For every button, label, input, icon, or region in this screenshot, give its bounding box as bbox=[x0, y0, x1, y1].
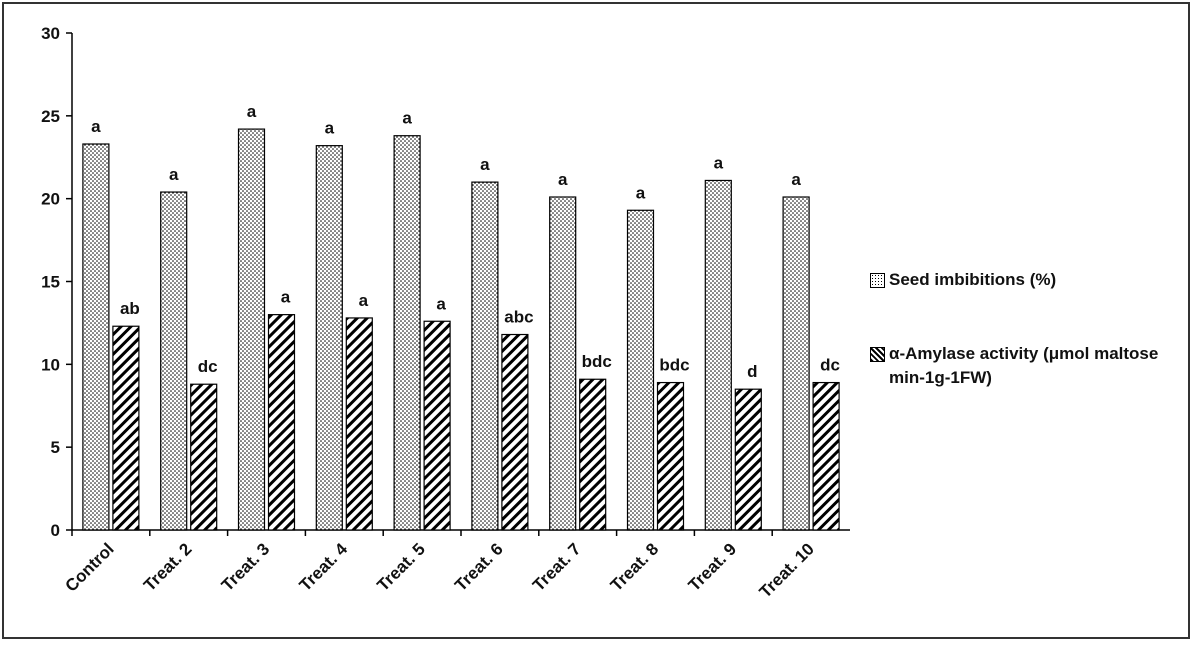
x-tick-label: Treat. 9 bbox=[685, 539, 741, 595]
bar-letter: a bbox=[558, 170, 568, 189]
bar-letter: a bbox=[359, 291, 369, 310]
bar bbox=[658, 383, 684, 530]
page: 0 5 10 15 20 25 30 Control a ab Treat. 2 a dc Treat. … bbox=[0, 0, 1192, 641]
y-tick-label: 5 bbox=[51, 438, 60, 457]
bar-letter: a bbox=[402, 109, 412, 128]
bar bbox=[316, 146, 342, 530]
x-tick-label: Treat. 10 bbox=[756, 539, 818, 601]
x-tick-label: Treat. 8 bbox=[607, 539, 663, 595]
bar bbox=[346, 318, 372, 530]
legend-swatch bbox=[870, 273, 885, 288]
bar-letter: a bbox=[714, 153, 724, 172]
bar-letter: d bbox=[747, 362, 757, 381]
bar bbox=[113, 326, 139, 530]
y-tick-label: 25 bbox=[41, 107, 60, 126]
legend-entry: α-Amylase activity (μmol maltose min-1g-… bbox=[870, 342, 1170, 390]
bar bbox=[191, 384, 217, 530]
x-tick-label: Treat. 5 bbox=[373, 539, 429, 595]
bar-letter: bdc bbox=[582, 352, 612, 371]
x-tick-label: Treat. 7 bbox=[529, 539, 585, 595]
bar bbox=[502, 335, 528, 530]
bar bbox=[472, 182, 498, 530]
bar-letter: a bbox=[791, 170, 801, 189]
x-tick-label: Treat. 2 bbox=[140, 539, 196, 595]
bar bbox=[394, 136, 420, 530]
bar-letter: bdc bbox=[659, 356, 689, 375]
bar bbox=[580, 379, 606, 530]
bar bbox=[813, 383, 839, 530]
bar-letter: a bbox=[169, 165, 179, 184]
bar-letter: abc bbox=[504, 308, 533, 327]
bar-letter: a bbox=[281, 288, 291, 307]
bar bbox=[161, 192, 187, 530]
legend-label: Seed imbibitions (%) bbox=[889, 268, 1056, 292]
x-tick-label: Treat. 6 bbox=[451, 539, 507, 595]
bar bbox=[628, 210, 654, 530]
legend-entry: Seed imbibitions (%) bbox=[870, 268, 1170, 292]
chart: 0 5 10 15 20 25 30 Control a ab Treat. 2 a dc Treat. … bbox=[0, 0, 1192, 641]
bar-letter: a bbox=[247, 102, 257, 121]
bar bbox=[239, 129, 265, 530]
bar bbox=[550, 197, 576, 530]
bar-letter: a bbox=[636, 183, 646, 202]
y-tick-label: 15 bbox=[41, 273, 60, 292]
x-tick-label: Control bbox=[62, 539, 118, 595]
y-tick-label: 30 bbox=[41, 24, 60, 43]
x-tick-label: Treat. 3 bbox=[218, 539, 274, 595]
bar bbox=[735, 389, 761, 530]
bar bbox=[269, 315, 295, 530]
y-tick-label: 10 bbox=[41, 355, 60, 374]
bar-letter: a bbox=[91, 117, 101, 136]
bar bbox=[424, 321, 450, 530]
bar-letter: dc bbox=[198, 357, 218, 376]
bar-letter: dc bbox=[820, 356, 840, 375]
y-tick-label: 0 bbox=[51, 521, 60, 540]
bar-letter: a bbox=[436, 294, 446, 313]
legend-label: α-Amylase activity (μmol maltose min-1g-… bbox=[889, 342, 1170, 390]
legend-swatch bbox=[870, 347, 885, 362]
x-tick-label: Treat. 4 bbox=[296, 539, 352, 595]
bar-letter: a bbox=[480, 155, 490, 174]
bar bbox=[83, 144, 109, 530]
y-tick-label: 20 bbox=[41, 190, 60, 209]
bar bbox=[705, 180, 731, 530]
bar-letter: a bbox=[325, 119, 335, 138]
bar-letter: ab bbox=[120, 299, 140, 318]
bar bbox=[783, 197, 809, 530]
